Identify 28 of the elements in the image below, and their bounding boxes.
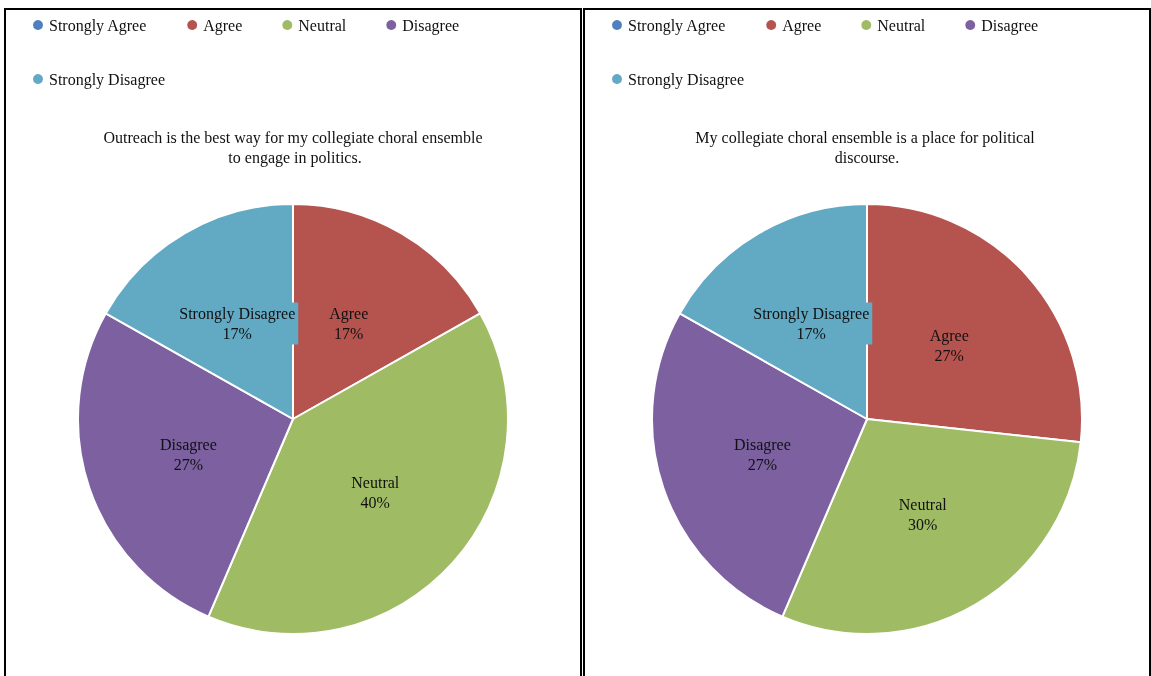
slice-label: Strongly Disagree <box>753 305 870 324</box>
slice-label: Agree <box>929 326 969 345</box>
legend-label: Strongly Agree <box>628 16 726 35</box>
legend-label: Disagree <box>981 16 1039 35</box>
slice-label: Agree <box>329 305 369 324</box>
legend-label: Neutral <box>298 16 347 34</box>
data-label: 30% <box>908 515 938 533</box>
data-label: 17% <box>796 325 826 343</box>
legend-label: Strongly Disagree <box>628 70 744 89</box>
slice-label: Neutral <box>351 474 400 492</box>
legend-label: Agree <box>203 16 243 35</box>
data-label: 17% <box>334 325 364 343</box>
legend-label: Disagree <box>402 16 460 35</box>
legend-label: Strongly Agree <box>49 16 147 35</box>
slice-label: Neutral <box>898 495 948 513</box>
data-label: 27% <box>934 346 964 364</box>
slice-label: Strongly Disagree <box>179 305 296 324</box>
legend-label: Strongly Disagree <box>49 70 165 89</box>
data-label: 40% <box>360 494 390 512</box>
slice-label: Disagree <box>159 435 217 454</box>
text: My collegiate choral ensemble is a place for political discourse. <box>695 128 1039 166</box>
slice-label: Disagree <box>733 435 791 454</box>
legend-label: Neutral <box>877 16 926 34</box>
data-label: 27% <box>173 455 204 473</box>
data-label: 27% <box>747 455 778 473</box>
legend-label: Agree <box>782 16 822 35</box>
text: Outreach is the best way for my collegiate choral ensemble to engage in politics. <box>103 128 483 167</box>
data-label: 17% <box>222 325 252 343</box>
